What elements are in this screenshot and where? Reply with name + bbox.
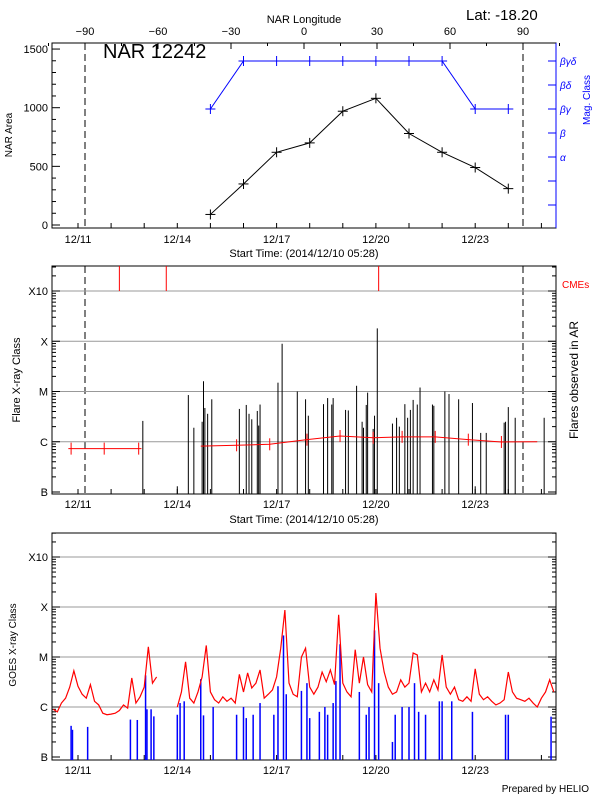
panel3-frame — [51, 532, 557, 761]
panel2-xlabel: Start Time: (2014/12/10 05:28) — [229, 514, 378, 526]
goes-long-line — [176, 593, 555, 709]
panel3-y-tick-label: C — [40, 702, 48, 714]
panel1-x-tick-label: 12/20 — [362, 234, 390, 246]
longitude-tick-label: −90 — [76, 26, 95, 38]
mag-class-tick-label: βδ — [559, 81, 572, 92]
prepared-by-label: Prepared by HELIO — [502, 784, 589, 795]
area-tick-label: 1500 — [24, 44, 48, 56]
panel1-x-tick-label: 12/11 — [65, 234, 92, 246]
panel2-x-tick-label: 12/14 — [164, 499, 192, 511]
panel2-x-tick-label: 12/11 — [65, 499, 92, 511]
area-tick-label: 500 — [30, 161, 48, 173]
longitude-tick-label: 60 — [444, 26, 456, 38]
longitude-tick-label: 90 — [517, 26, 529, 38]
panel3-x-tick-label: 12/23 — [461, 765, 489, 777]
goes-class-axis-label: GOES X-ray Class — [8, 603, 19, 686]
longitude-tick-label: 0 — [301, 26, 307, 38]
panel3-x-tick-label: 12/14 — [164, 765, 192, 777]
longitude-tick-label: −60 — [149, 26, 168, 38]
panel1-xlabel: Start Time: (2014/12/10 05:28) — [229, 248, 378, 260]
panel1-x-tick-label: 12/17 — [263, 234, 291, 246]
cmes-label: CMEs — [562, 280, 589, 291]
panel3-y-tick-label: X — [41, 602, 49, 614]
panel2-y-tick-label: X10 — [28, 286, 48, 298]
mag-class-tick-label: βγδ — [559, 57, 577, 68]
latitude-label: Lat: -18.20 — [466, 7, 538, 24]
panel2-x-tick-label: 12/23 — [461, 499, 489, 511]
panel1-x-tick-label: 12/23 — [461, 234, 489, 246]
flare-mean-line — [200, 435, 538, 447]
panel2-y-tick-label: C — [40, 437, 48, 449]
panel2-frame — [51, 265, 557, 495]
mag-class-tick-label: β — [559, 129, 566, 140]
longitude-tick-label: −30 — [222, 26, 241, 38]
region-title: NAR 12242 — [103, 41, 206, 63]
mag-class-tick-label: βγ — [559, 105, 572, 116]
panel3-x-tick-label: 12/20 — [362, 765, 390, 777]
area-line — [210, 97, 509, 215]
flare-class-axis-label: Flare X-ray Class — [11, 337, 23, 422]
panel2-y-tick-label: B — [41, 487, 48, 499]
mag-class-line — [209, 60, 509, 110]
panel2-y-tick-label: X — [41, 336, 49, 348]
longitude-tick-label: 30 — [371, 26, 383, 38]
panel3-x-tick-label: 12/11 — [65, 765, 92, 777]
area-tick-label: 0 — [42, 220, 48, 232]
panel2-x-tick-label: 12/17 — [263, 499, 291, 511]
panel2-y-tick-label: M — [39, 387, 48, 399]
flares-observed-label: Flares observed in AR — [567, 321, 581, 439]
panel3-y-tick-label: X10 — [28, 552, 48, 564]
longitude-axis-title: NAR Longitude — [267, 14, 342, 26]
goes-long-line — [52, 646, 158, 716]
panel1-x-tick-label: 12/14 — [164, 234, 192, 246]
mag-class-axis-label: Mag. Class — [582, 75, 593, 125]
panel3-y-tick-label: B — [41, 752, 48, 764]
panel3-x-tick-label: 12/17 — [263, 765, 291, 777]
panel1-frame — [51, 42, 557, 229]
panel2-x-tick-label: 12/20 — [362, 499, 390, 511]
area-tick-label: 1000 — [24, 103, 48, 115]
panel3-y-tick-label: M — [39, 652, 48, 664]
mag-class-tick-label: α — [560, 153, 566, 164]
area-axis-label: NAR Area — [4, 112, 15, 157]
